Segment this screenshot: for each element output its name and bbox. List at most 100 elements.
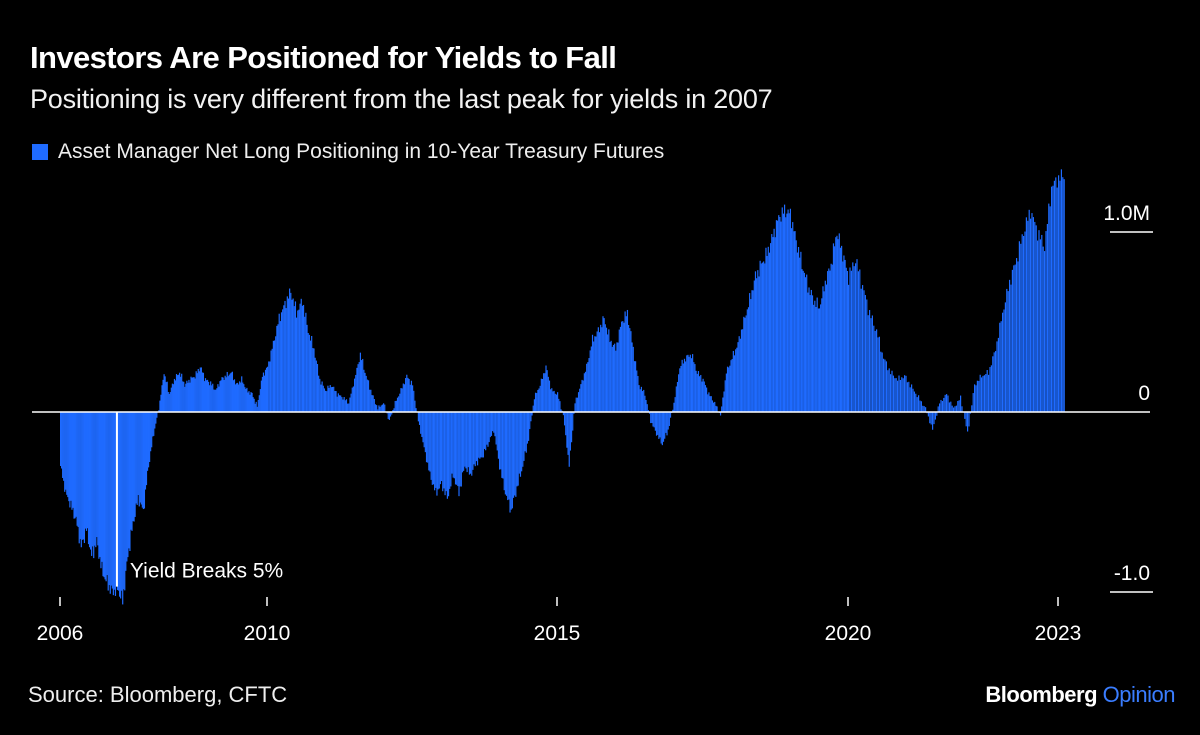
bar <box>1058 175 1060 412</box>
bar <box>142 412 144 510</box>
bar <box>992 356 994 412</box>
bar <box>870 318 872 412</box>
bar <box>580 384 582 412</box>
bar <box>739 338 741 412</box>
bar <box>591 334 594 412</box>
bar <box>808 287 810 412</box>
bar <box>787 209 789 412</box>
bar <box>681 359 683 412</box>
y-tick-label: 1.0M <box>1103 202 1150 225</box>
bar <box>289 288 291 412</box>
bar <box>414 400 416 412</box>
bar <box>624 311 626 412</box>
bar <box>1000 321 1002 412</box>
bar <box>249 394 251 412</box>
x-tick-label: 2020 <box>825 622 872 645</box>
bar <box>334 390 336 412</box>
bar <box>993 352 995 412</box>
bar <box>378 405 380 412</box>
bar <box>1017 261 1019 412</box>
bar <box>181 373 183 412</box>
bar <box>343 397 345 412</box>
bar <box>652 412 654 427</box>
bar <box>410 380 413 412</box>
legend-label: Asset Manager Net Long Positioning in 10… <box>58 140 665 163</box>
bar <box>803 272 805 412</box>
bar <box>205 380 208 412</box>
bar <box>122 412 124 605</box>
bar <box>451 412 453 474</box>
bar <box>503 412 505 491</box>
bar <box>516 412 518 487</box>
chart-title: Investors Are Positioned for Yields to F… <box>30 40 617 75</box>
bar <box>349 397 351 412</box>
bar <box>341 397 343 412</box>
bar <box>1053 180 1055 412</box>
bar <box>499 412 501 470</box>
bar <box>70 412 72 501</box>
bar <box>342 399 344 412</box>
bar <box>108 412 110 586</box>
bar <box>766 255 768 412</box>
bar <box>112 412 114 596</box>
bar <box>660 412 662 444</box>
bar <box>735 349 737 412</box>
bar <box>860 288 862 412</box>
bar <box>890 374 892 412</box>
bar <box>297 310 299 412</box>
bar <box>1062 177 1064 412</box>
bar <box>391 412 393 415</box>
bar <box>673 402 675 412</box>
bar <box>105 412 107 582</box>
bar <box>401 388 403 412</box>
bar <box>536 393 538 412</box>
bar <box>989 367 991 412</box>
bar <box>927 412 929 417</box>
bar <box>316 364 319 412</box>
bar <box>75 412 77 517</box>
bar <box>688 356 690 412</box>
bar <box>614 343 616 412</box>
bar <box>452 412 454 478</box>
bar <box>304 316 306 412</box>
bar <box>724 380 726 412</box>
bar <box>572 412 574 431</box>
bar <box>888 368 890 412</box>
bar <box>301 305 303 412</box>
bar <box>128 412 130 549</box>
bar <box>435 412 437 488</box>
bar <box>1031 213 1033 412</box>
bar <box>866 299 868 412</box>
bar <box>979 374 981 412</box>
bar <box>577 392 580 412</box>
bar <box>276 325 278 412</box>
bar <box>559 401 561 412</box>
bar <box>398 396 400 412</box>
bar <box>260 380 262 412</box>
bar <box>754 271 757 412</box>
bar <box>600 324 602 412</box>
bar <box>138 412 140 507</box>
bar <box>781 207 783 412</box>
bar <box>1023 235 1025 412</box>
bar <box>406 374 408 412</box>
bar <box>459 412 461 487</box>
bar <box>99 412 101 558</box>
bar <box>197 368 199 412</box>
bar <box>586 363 588 412</box>
bar <box>1060 169 1062 412</box>
bar <box>184 386 186 412</box>
bar <box>124 412 126 591</box>
bar <box>505 412 508 496</box>
bar <box>665 412 667 433</box>
bar <box>593 341 595 412</box>
bar <box>363 369 365 412</box>
bar <box>704 385 707 412</box>
bar <box>960 395 962 412</box>
bar <box>995 351 997 412</box>
bar <box>530 412 532 422</box>
bar <box>764 263 766 412</box>
bar <box>932 412 934 430</box>
bar <box>985 374 987 412</box>
bar <box>364 372 366 412</box>
